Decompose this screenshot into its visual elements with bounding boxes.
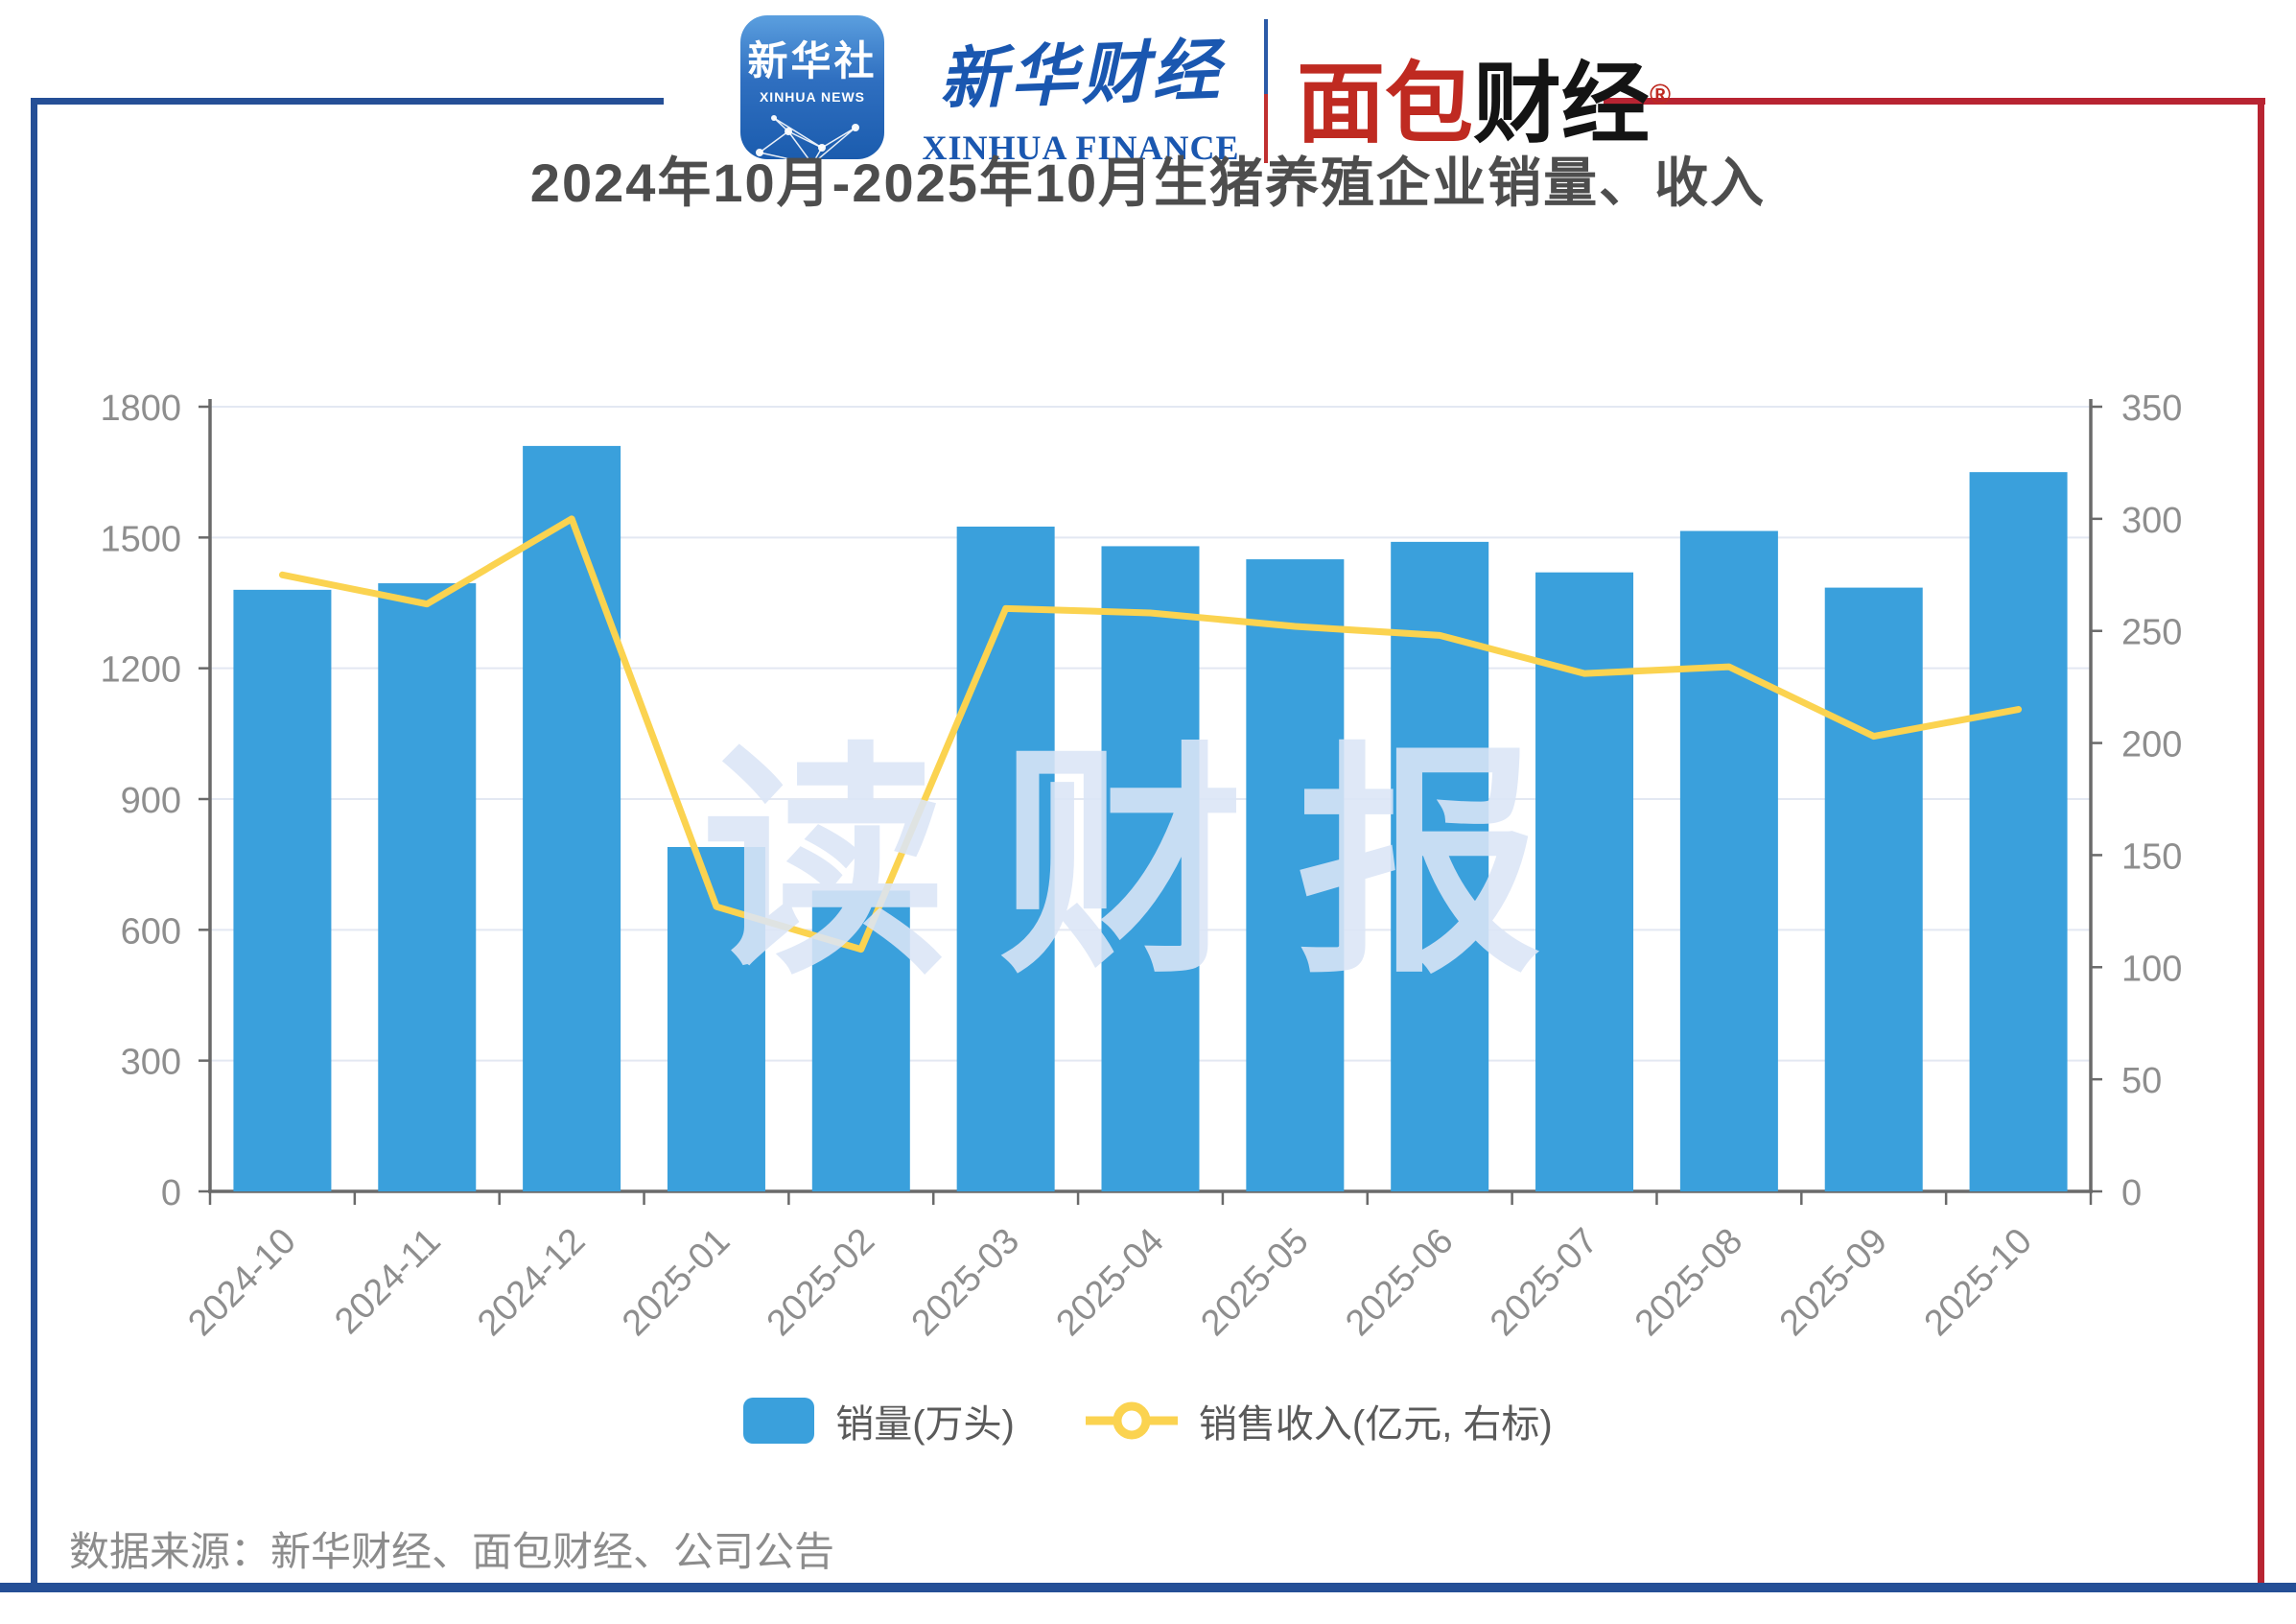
mianbao-logo-black: 财经 [1473,56,1651,153]
x-axis-label: 2025-08 [1628,1221,1750,1344]
network-pattern-icon [756,115,859,159]
frame-border-right [2258,98,2264,1587]
xinhua-finance-en: XINHUA FINANCE [922,129,1240,167]
xinhua-news-app-icon: 新华社 XINHUA NEWS [740,15,884,159]
frame-border-bottom [0,1583,2296,1592]
bar-series-swatch-icon [743,1398,815,1444]
frame-border-left [31,98,37,1587]
x-axis-label: 2025-10 [1917,1221,2040,1344]
left-axis-label: 300 [121,1043,181,1083]
bar-2025-05 [1246,559,1345,1191]
left-axis-label: 900 [121,781,181,821]
right-axis-label: 350 [2121,388,2182,429]
frame-border-top-blue [31,98,664,105]
revenue-line [278,515,2023,953]
line-series-marker-icon [1085,1401,1178,1440]
legend: 销量(万头) 销售收入(亿元, 右标) [0,1393,2296,1448]
bar-2025-10 [1969,472,2068,1192]
bar-2024-10 [233,589,332,1191]
left-axis-label: 1200 [100,650,181,691]
xinhua-finance-logo: 新华财经 XINHUA FINANCE [913,21,1249,168]
frame-border-top-red [1604,98,2265,105]
left-axis-label: 1500 [100,519,181,559]
bar-2025-04 [1101,546,1200,1191]
legend-label-volume: 销量(万头) [835,1403,1015,1446]
left-axis-label: 600 [121,911,181,952]
x-axis-label: 2024-11 [327,1221,448,1342]
x-axis-label: 2024-10 [180,1221,303,1344]
right-axis-label: 250 [2121,613,2182,653]
bar-2025-09 [1824,587,1923,1191]
chart-title: 2024年10月-2025年10月生猪养殖企业销量、收入 [529,153,1767,213]
bar-2024-12 [523,445,621,1191]
logo-divider [1264,19,1268,163]
left-axis-label: 1800 [100,388,181,429]
x-axis-label: 2025-04 [1049,1221,1172,1344]
x-axis-label: 2025-02 [760,1221,882,1344]
x-axis-label: 2025-01 [615,1221,738,1344]
x-axis-label: 2025-05 [1193,1221,1316,1344]
bar-2025-06 [1391,541,1489,1191]
x-axis-label: 2025-07 [1483,1221,1605,1344]
x-axis-label: 2025-06 [1338,1221,1461,1344]
data-source-note: 数据来源：新华财经、面包财经、公司公告 [69,1529,835,1574]
bar-2025-03 [956,526,1055,1191]
right-axis-label: 0 [2121,1173,2142,1213]
left-axis-label: 0 [161,1173,181,1213]
header: 新华社 XINHUA NEWS 新华财经 XINHUA FINANCE 面包财经… [0,0,2296,173]
bar-2024-11 [378,583,477,1191]
right-axis-label: 200 [2121,725,2182,765]
bar-2025-08 [1679,530,1778,1191]
right-axis-label: 100 [2121,949,2182,989]
mianbao-logo-red: 面包 [1297,56,1474,153]
x-axis-label: 2025-09 [1772,1221,1895,1344]
right-axis-label: 50 [2121,1061,2162,1101]
mianbao-finance-logo: 面包财经® [1297,33,1671,160]
xinhua-news-icon-label: 新华社 [747,38,878,83]
legend-label-revenue: 销售收入(亿元, 右标) [1198,1403,1553,1446]
right-axis-label: 150 [2121,836,2182,877]
registered-mark-icon: ® [1650,79,1672,111]
xinhua-news-icon-sublabel: XINHUA NEWS [759,89,866,105]
legend-item-revenue[interactable]: 销售收入(亿元, 右标) [1085,1393,1553,1448]
x-axis-label: 2025-03 [904,1221,1027,1344]
legend-item-volume[interactable]: 销量(万头) [743,1393,1015,1448]
right-axis-label: 300 [2121,501,2182,541]
x-axis-label: 2024-12 [470,1221,593,1344]
